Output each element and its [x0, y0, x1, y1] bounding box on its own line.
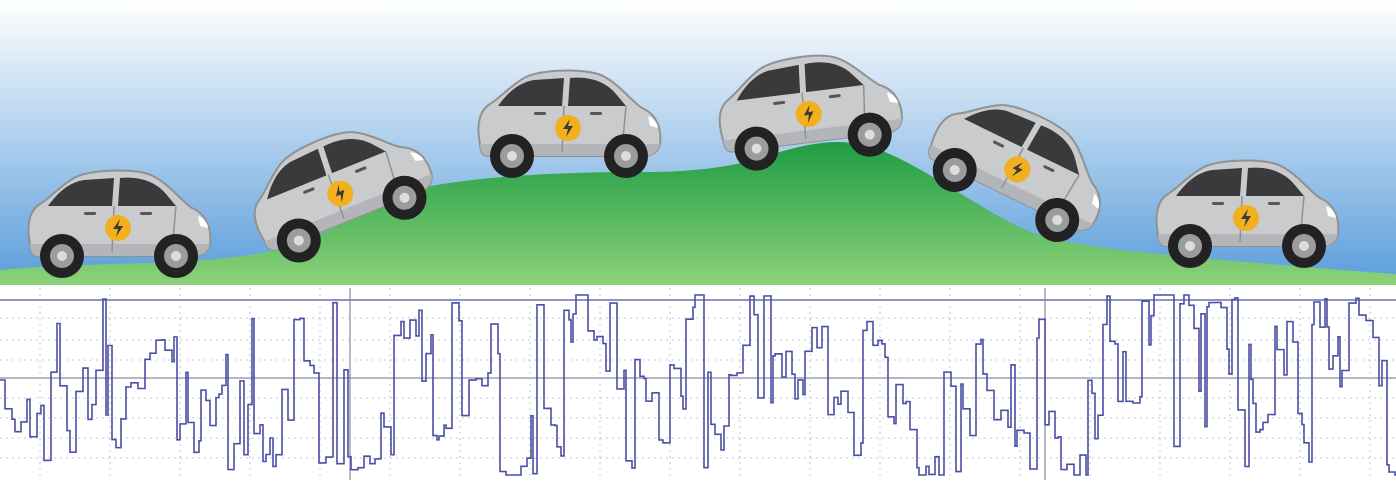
electric-car-icon [477, 69, 662, 179]
lightning-bolt-icon [335, 184, 345, 203]
waveform-grid [0, 288, 1396, 480]
lightning-bolt-icon [803, 104, 814, 124]
electric-car-icon [27, 169, 212, 279]
electric-car-icon [1155, 159, 1340, 269]
car-group [27, 44, 1340, 279]
electric-car-icon [711, 44, 908, 176]
green-hill [0, 141, 1396, 285]
signal-waveform [0, 294, 1396, 476]
lightning-bolt-icon [563, 119, 573, 137]
lightning-bolt-icon [1241, 209, 1251, 227]
waveform-panel [0, 285, 1396, 483]
lightning-bolt-icon [1011, 162, 1024, 177]
electric-car-icon [234, 104, 446, 275]
electric-car-icon [913, 77, 1127, 256]
lightning-bolt-icon [113, 219, 123, 237]
